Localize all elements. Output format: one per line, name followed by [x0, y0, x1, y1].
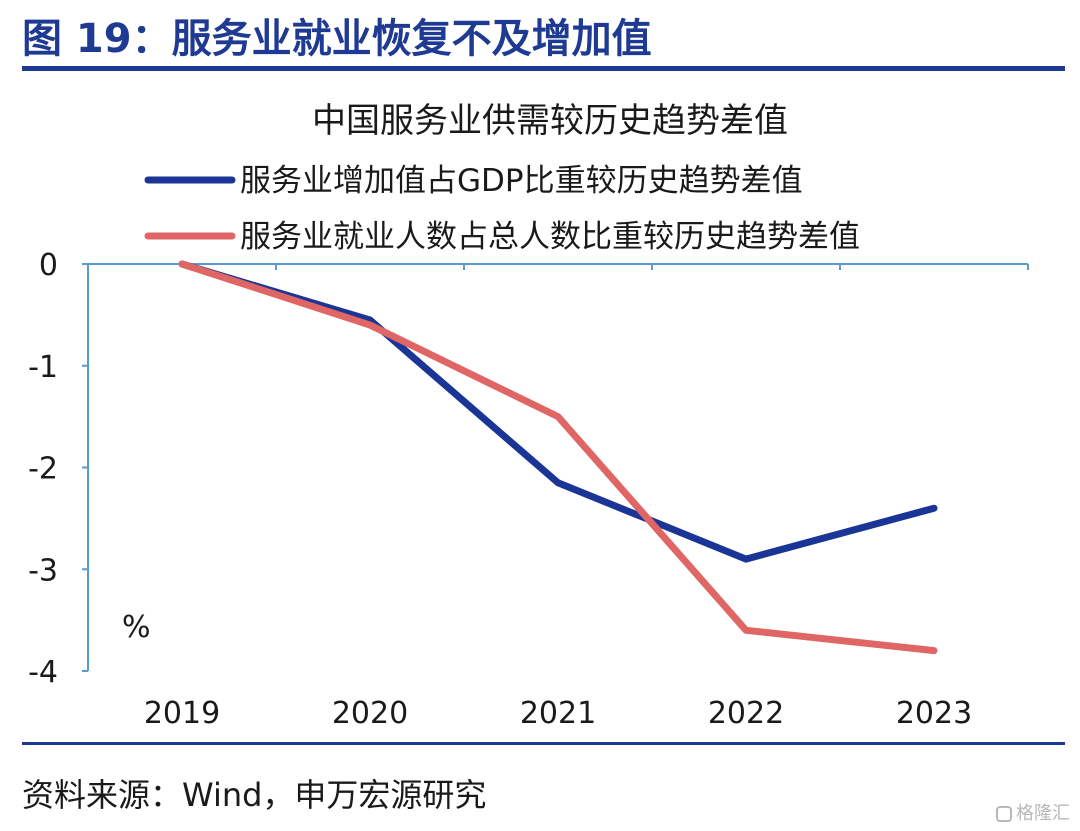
y-tick-label: -3	[28, 553, 58, 588]
y-tick-label: 0	[39, 248, 58, 283]
x-tick-label: 2021	[520, 696, 596, 731]
series-line-2	[178, 260, 938, 655]
x-tick-label: 2019	[144, 696, 220, 731]
series-line-1	[178, 260, 938, 563]
line-chart: 中国服务业供需较历史趋势差值 服务业增加值占GDP比重较历史趋势差值服务业就业人…	[28, 101, 1029, 731]
footer-rule	[22, 742, 1065, 745]
watermark-logo-icon	[996, 806, 1012, 822]
watermark-text: 格隆汇	[1016, 803, 1070, 824]
y-axis-unit-label: %	[122, 610, 151, 645]
legend-label-series-1: 服务业增加值占GDP比重较历史趋势差值	[240, 163, 803, 199]
figure-title: 图 19：服务业就业恢复不及增加值	[22, 16, 652, 62]
legend-label-series-2: 服务业就业人数占总人数比重较历史趋势差值	[240, 219, 860, 255]
source-note: 资料来源：Wind，申万宏源研究	[22, 776, 487, 814]
x-tick-label: 2020	[332, 696, 408, 731]
x-tick-label: 2022	[708, 696, 784, 731]
title-rule	[22, 66, 1065, 71]
watermark: 格隆汇	[996, 799, 1070, 825]
y-tick-label: -1	[28, 350, 58, 385]
chart-series	[178, 260, 938, 655]
chart-axes: 0 -1 -2 -3 -4 2019 2020 2021 2022 2023	[28, 248, 1029, 731]
y-tick-label: -4	[28, 655, 58, 690]
chart-title: 中国服务业供需较历史趋势差值	[312, 101, 788, 141]
y-tick-label: -2	[28, 452, 58, 487]
x-tick-label: 2023	[896, 696, 972, 731]
